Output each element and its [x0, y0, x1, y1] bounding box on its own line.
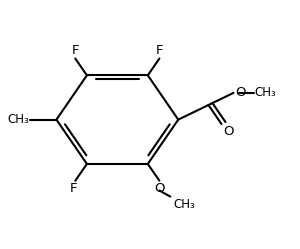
Text: CH₃: CH₃: [173, 198, 195, 211]
Text: CH₃: CH₃: [7, 113, 29, 126]
Text: O: O: [235, 86, 245, 99]
Text: F: F: [71, 44, 79, 57]
Text: O: O: [154, 182, 165, 195]
Text: CH₃: CH₃: [254, 86, 276, 99]
Text: O: O: [223, 125, 233, 138]
Text: F: F: [70, 182, 78, 195]
Text: F: F: [156, 44, 163, 57]
